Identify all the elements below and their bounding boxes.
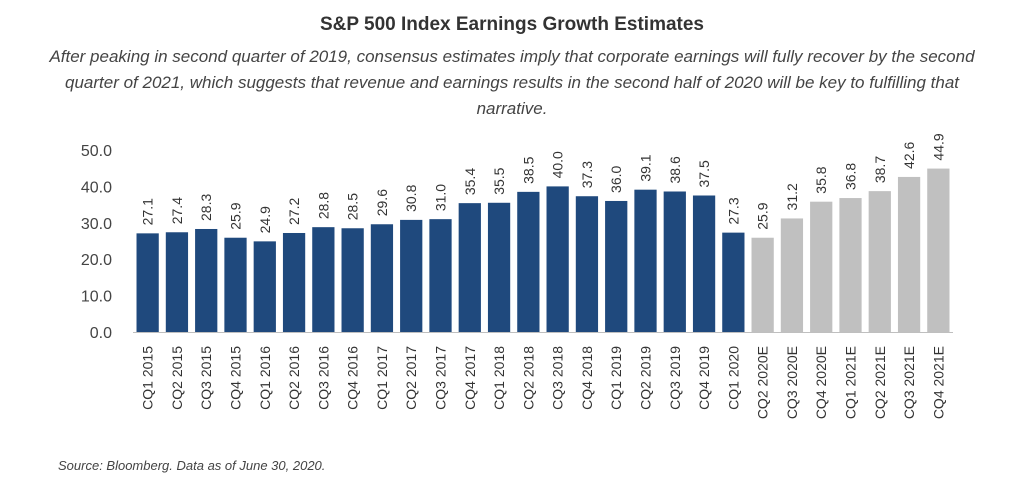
bar: [810, 201, 833, 332]
x-tick-label: CQ1 2020: [725, 346, 741, 410]
bar: [400, 219, 423, 332]
data-label: 27.3: [725, 197, 741, 224]
x-tick-label: CQ1 2021E: [843, 346, 859, 419]
x-tick-label: CQ2 2017: [403, 346, 419, 410]
x-tick-label: CQ4 2021E: [930, 346, 946, 419]
bar: [224, 237, 247, 332]
x-tick-label: CQ3 2018: [550, 346, 566, 410]
bar: [839, 198, 862, 332]
data-label: 39.1: [638, 154, 654, 181]
data-label: 38.6: [667, 156, 683, 183]
bar: [575, 196, 599, 332]
x-tick-label: CQ3 2021E: [901, 346, 917, 419]
bar: [634, 189, 657, 332]
data-label: 40.0: [550, 151, 566, 178]
data-label: 38.5: [520, 156, 536, 183]
bar: [692, 195, 716, 332]
bar: [165, 232, 189, 332]
x-tick-label: CQ4 2020E: [813, 346, 829, 419]
y-axis: 0.0 10.0 20.0 30.0 40.0 50.0: [81, 143, 112, 342]
bar: [370, 224, 394, 332]
data-label: 31.2: [784, 183, 800, 210]
y-tick-label: 0.0: [90, 325, 112, 342]
bar: [751, 237, 774, 332]
x-tick-label: CQ2 2021E: [872, 346, 888, 419]
bar-series: [136, 168, 950, 332]
data-label: 44.9: [930, 133, 946, 160]
data-label: 30.8: [403, 184, 419, 211]
x-tick-label: CQ1 2018: [491, 346, 507, 410]
bar: [780, 218, 804, 332]
bar: [487, 202, 511, 332]
chart-subtitle: After peaking in second quarter of 2019,…: [49, 47, 975, 118]
y-tick-label: 40.0: [81, 179, 112, 196]
data-label: 27.1: [140, 198, 156, 225]
data-label: 35.5: [491, 167, 507, 194]
x-tick-label: CQ3 2020E: [784, 346, 800, 419]
chart-title: S&P 500 Index Earnings Growth Estimates: [320, 14, 704, 35]
bar: [282, 232, 306, 332]
bar: [868, 191, 891, 332]
bar: [605, 200, 628, 332]
data-labels: 27.1 27.4 28.3 25.9 24.9 27.2 28.8 28.5 29.6 30.8…: [140, 133, 947, 233]
y-tick-label: 50.0: [81, 143, 112, 160]
data-label: 28.3: [198, 194, 214, 221]
bar: [722, 232, 745, 332]
bar: [458, 203, 481, 332]
x-tick-label: CQ3 2019: [667, 346, 683, 410]
x-axis: CQ1 2015 CQ2 2015 CQ3 2015 CQ4 2015 CQ1 2016…: [133, 332, 953, 419]
x-tick-label: CQ1 2019: [608, 346, 624, 410]
data-label: 28.8: [315, 192, 331, 219]
data-label: 27.4: [169, 197, 185, 224]
y-tick-label: 30.0: [81, 216, 112, 233]
x-tick-label: CQ3 2017: [433, 346, 449, 410]
data-label: 25.9: [755, 202, 771, 229]
x-tick-label: CQ2 2015: [169, 346, 185, 410]
data-label: 28.5: [345, 193, 361, 220]
x-tick-label: CQ4 2018: [579, 346, 595, 410]
source-note: Source: Bloomberg. Data as of June 30, 2…: [58, 458, 326, 473]
x-tick-label: CQ1 2016: [257, 346, 273, 410]
data-label: 42.6: [901, 141, 917, 168]
data-label: 38.7: [872, 156, 888, 183]
x-tick-label: CQ4 2019: [696, 346, 712, 410]
x-tick-label: CQ2 2019: [638, 346, 654, 410]
bar: [546, 186, 569, 332]
x-tick-label: CQ3 2016: [315, 346, 331, 410]
x-tick-label: CQ2 2018: [520, 346, 536, 410]
bar: [927, 168, 950, 332]
bar: [195, 228, 218, 332]
y-tick-label: 20.0: [81, 252, 112, 269]
bar: [253, 241, 276, 332]
x-tick-label: CQ2 2020E: [755, 346, 771, 419]
data-label: 37.3: [579, 161, 595, 188]
bar: [312, 227, 335, 332]
data-label: 37.5: [696, 160, 712, 187]
x-tick-label: CQ2 2016: [286, 346, 302, 410]
y-tick-label: 10.0: [81, 289, 112, 306]
bar: [517, 191, 540, 332]
data-label: 36.8: [843, 163, 859, 190]
data-label: 24.9: [257, 206, 273, 233]
x-tick-label: CQ1 2017: [374, 346, 390, 410]
data-label: 27.2: [286, 198, 302, 225]
x-tick-label: CQ4 2016: [345, 346, 361, 410]
x-tick-label: CQ4 2015: [228, 346, 244, 410]
data-label: 36.0: [608, 165, 624, 192]
data-label: 29.6: [374, 189, 390, 216]
data-label: 31.0: [433, 184, 449, 211]
data-label: 35.8: [813, 166, 829, 193]
data-label: 25.9: [228, 202, 244, 229]
data-label: 35.4: [462, 168, 478, 195]
bar: [897, 176, 921, 332]
x-tick-label: CQ4 2017: [462, 346, 478, 410]
bar: [429, 219, 452, 332]
bar: [663, 191, 686, 332]
x-tick-label: CQ1 2015: [140, 346, 156, 410]
bar: [341, 228, 364, 332]
x-tick-label: CQ3 2015: [198, 346, 214, 410]
bar: [136, 233, 159, 332]
